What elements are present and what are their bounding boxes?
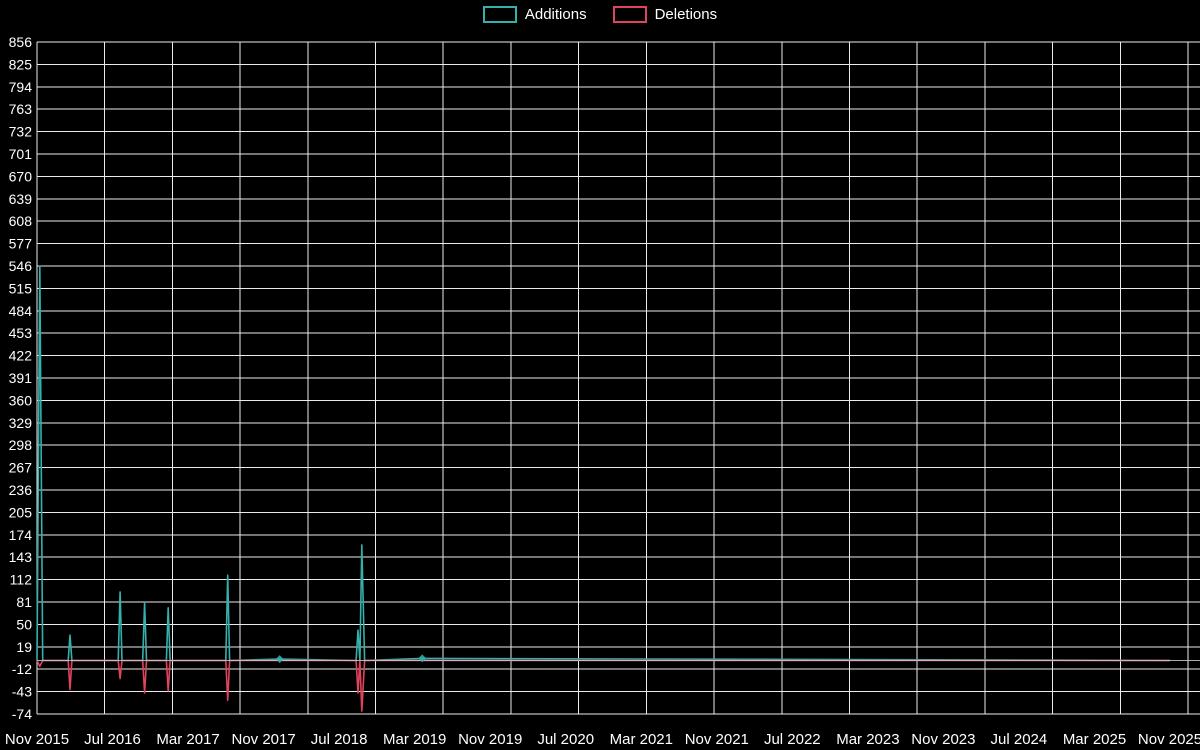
svg-text:-74: -74 — [12, 706, 32, 722]
svg-text:515: 515 — [9, 280, 33, 296]
svg-text:Nov 2017: Nov 2017 — [231, 731, 295, 748]
svg-text:Jul 2020: Jul 2020 — [537, 731, 594, 748]
svg-text:453: 453 — [9, 325, 33, 341]
svg-text:Mar 2023: Mar 2023 — [836, 731, 899, 748]
legend-item-additions[interactable]: Additions — [482, 6, 587, 23]
svg-text:577: 577 — [9, 236, 33, 252]
svg-text:329: 329 — [9, 415, 33, 431]
svg-text:Nov 2021: Nov 2021 — [685, 731, 749, 748]
svg-text:639: 639 — [9, 191, 33, 207]
svg-text:825: 825 — [9, 56, 33, 72]
svg-text:Nov 2023: Nov 2023 — [911, 731, 975, 748]
svg-text:298: 298 — [9, 437, 33, 453]
svg-text:Mar 2019: Mar 2019 — [383, 731, 446, 748]
svg-text:Jul 2016: Jul 2016 — [84, 731, 141, 748]
svg-text:Nov 2019: Nov 2019 — [458, 731, 522, 748]
svg-text:701: 701 — [9, 146, 33, 162]
svg-text:422: 422 — [9, 348, 33, 364]
svg-text:794: 794 — [9, 79, 33, 95]
svg-text:Mar 2017: Mar 2017 — [156, 731, 219, 748]
svg-text:Mar 2021: Mar 2021 — [610, 731, 673, 748]
svg-text:484: 484 — [9, 303, 33, 319]
deletions-legend-label: Deletions — [654, 6, 718, 23]
additions-legend-label: Additions — [524, 6, 587, 23]
svg-text:81: 81 — [16, 594, 32, 610]
svg-text:267: 267 — [9, 460, 33, 476]
svg-text:Nov 2015: Nov 2015 — [5, 731, 69, 748]
chart-legend: Additions Deletions — [0, 6, 1200, 23]
svg-text:Jul 2018: Jul 2018 — [311, 731, 368, 748]
svg-text:Jul 2022: Jul 2022 — [764, 731, 821, 748]
svg-text:608: 608 — [9, 213, 33, 229]
svg-text:391: 391 — [9, 370, 33, 386]
svg-text:174: 174 — [9, 527, 33, 543]
svg-text:546: 546 — [9, 258, 33, 274]
deletions-legend-swatch — [612, 6, 647, 23]
svg-text:-12: -12 — [12, 661, 32, 677]
svg-text:19: 19 — [16, 639, 32, 655]
svg-text:112: 112 — [10, 572, 33, 588]
svg-text:Jul 2024: Jul 2024 — [991, 731, 1048, 748]
svg-text:732: 732 — [9, 124, 33, 140]
svg-text:205: 205 — [9, 504, 33, 520]
svg-text:360: 360 — [9, 392, 33, 408]
svg-text:-43: -43 — [12, 684, 32, 700]
svg-text:Nov 2025: Nov 2025 — [1138, 731, 1200, 748]
svg-text:763: 763 — [9, 101, 33, 117]
svg-text:50: 50 — [16, 616, 32, 632]
svg-text:143: 143 — [9, 549, 33, 565]
svg-text:856: 856 — [9, 34, 33, 50]
svg-text:236: 236 — [9, 482, 33, 498]
legend-item-deletions[interactable]: Deletions — [612, 6, 718, 23]
additions-legend-swatch — [482, 6, 517, 23]
svg-text:Mar 2025: Mar 2025 — [1063, 731, 1126, 748]
svg-text:670: 670 — [9, 168, 33, 184]
